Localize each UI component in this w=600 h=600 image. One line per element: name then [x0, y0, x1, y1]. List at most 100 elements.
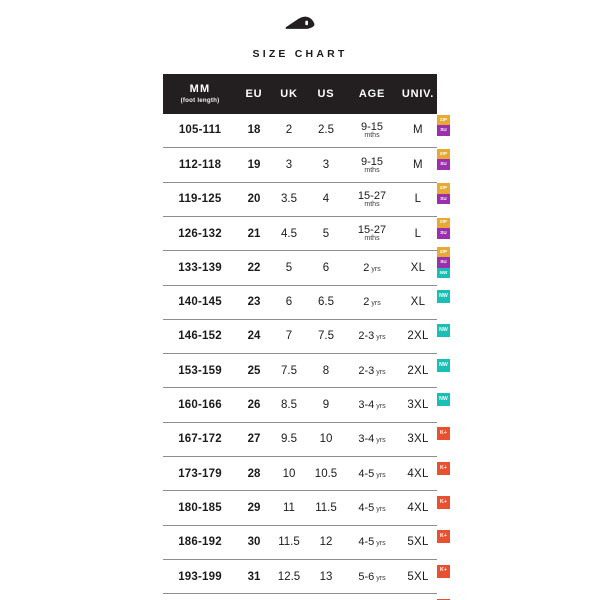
- table-row: 140-145 23 6 6.5 2 yrs XL: [163, 285, 437, 320]
- badge-group: K+: [437, 451, 461, 485]
- badge-kplus: K+: [437, 427, 450, 441]
- cell-eu: 26: [237, 387, 271, 423]
- cell-us: 13: [307, 559, 345, 595]
- cell-eu: 25: [237, 353, 271, 389]
- badge-kplus: K+: [437, 564, 450, 578]
- cell-univ: L: [399, 216, 437, 252]
- cell-us: 8: [307, 353, 345, 389]
- age-unit: yrs: [376, 540, 386, 548]
- cell-mm: 193-199: [163, 559, 237, 595]
- badge-group: NW: [437, 382, 461, 416]
- cell-mm: 180-185: [163, 490, 237, 526]
- badge-kplus: K+: [437, 598, 450, 600]
- age-value: 2: [363, 261, 370, 274]
- cell-age: 2-3 yrs: [345, 319, 399, 355]
- cell-eu: 22: [237, 250, 271, 286]
- cell-mm: 140-145: [163, 285, 237, 320]
- cell-uk: 2: [271, 113, 307, 149]
- cell-univ: 2XL: [399, 353, 437, 389]
- table-row: 105-111 18 2 2.5 9-15 mths M: [163, 113, 437, 149]
- cell-age: 4-5 yrs: [345, 490, 399, 526]
- table-row: 173-179 28 10 10.5 4-5 yrs 4XL: [163, 456, 437, 492]
- age-value: 3-4: [358, 399, 375, 412]
- cell-us: 2.5: [307, 113, 345, 149]
- table-row: 153-159 25 7.5 8 2-3 yrs 2XL: [163, 353, 437, 389]
- badge-zip: ZIP: [437, 148, 450, 160]
- cell-uk: 9.5: [271, 422, 307, 458]
- cell-mm: 112-118: [163, 147, 237, 183]
- table-row: 186-192 30 11.5 12 4-5 yrs 5XL: [163, 525, 437, 560]
- badge-kplus: K+: [437, 461, 450, 475]
- badge-nw: NW: [437, 358, 450, 372]
- badge-kplus: K+: [437, 530, 450, 544]
- cell-us: 9: [307, 387, 345, 423]
- cell-mm: 173-179: [163, 456, 237, 492]
- cell-univ: XL: [399, 285, 437, 320]
- age-value: 9-15: [360, 121, 384, 134]
- column-header-eu: EU: [245, 87, 263, 100]
- table-row: 146-152 24 7 7.5 2-3 yrs 2XL: [163, 319, 437, 355]
- cell-age: 15-27 mths: [345, 216, 399, 252]
- badge-zip: ZIP: [437, 114, 450, 126]
- table-header: MM (foot length) EU UK US AGE UNIV.: [163, 74, 437, 114]
- cell-eu: 19: [237, 147, 271, 183]
- cell-eu: 24: [237, 319, 271, 355]
- badge-zip: ZIP: [437, 246, 450, 258]
- cell-age: 9-15 mths: [345, 147, 399, 183]
- cell-eu: 31: [237, 559, 271, 595]
- age-value: 3-4: [358, 433, 375, 446]
- cell-mm: 133-139: [163, 250, 237, 286]
- cell-mm: 167-172: [163, 422, 237, 458]
- cell-mm: 146-152: [163, 319, 237, 355]
- cell-univ: 5XL: [399, 559, 437, 595]
- badge-su: SU: [437, 193, 450, 205]
- wedge-teardrop-logo-icon: [285, 16, 315, 29]
- cell-uk: 13: [271, 593, 307, 600]
- column-header-mm-label: MM: [189, 83, 211, 95]
- cell-us: 12: [307, 525, 345, 560]
- cell-univ: 6XL: [399, 593, 437, 600]
- cell-eu: 27: [237, 422, 271, 458]
- cell-uk: 5: [271, 250, 307, 286]
- column-header-univ: UNIV.: [401, 87, 435, 100]
- cell-univ: 3XL: [399, 422, 437, 458]
- age-unit: yrs: [376, 437, 386, 445]
- badge-kplus: K+: [437, 495, 450, 509]
- age-unit: yrs: [376, 505, 386, 513]
- age-unit: yrs: [371, 265, 381, 273]
- table-row: 180-185 29 11 11.5 4-5 yrs 4XL: [163, 490, 437, 526]
- age-value: 4-5: [358, 501, 375, 514]
- badge-group: K+: [437, 485, 461, 519]
- cell-mm: 119-125: [163, 182, 237, 217]
- age-unit: yrs: [376, 368, 386, 376]
- cell-uk: 7: [271, 319, 307, 355]
- cell-age: 3-4 yrs: [345, 387, 399, 423]
- table-row: 119-125 20 3.5 4 15-27 mths L: [163, 182, 437, 217]
- badge-su: SU: [437, 159, 450, 170]
- column-header-uk: UK: [280, 87, 298, 100]
- cell-us: 7.5: [307, 319, 345, 355]
- age-unit: mths: [364, 166, 380, 174]
- badge-nw: NW: [437, 290, 450, 304]
- column-header-age: AGE: [358, 87, 386, 100]
- badge-su: SU: [437, 228, 450, 239]
- badge-group: ZIP SU: [437, 142, 461, 176]
- age-value: 5-6: [358, 570, 375, 583]
- cell-age: 5-6 yrs: [345, 559, 399, 595]
- cell-uk: 4.5: [271, 216, 307, 252]
- cell-univ: M: [399, 147, 437, 183]
- cell-uk: 10: [271, 456, 307, 492]
- cell-age: 4-5 yrs: [345, 525, 399, 560]
- cell-us: 6.5: [307, 285, 345, 320]
- cell-uk: 11: [271, 490, 307, 526]
- badge-su: SU: [437, 257, 450, 268]
- badge-zip: ZIP: [437, 183, 450, 194]
- age-unit: mths: [364, 132, 380, 140]
- cell-eu: 28: [237, 456, 271, 492]
- column-header-mm-sublabel: (foot length): [180, 96, 220, 104]
- column-header-us: US: [317, 87, 335, 100]
- cell-age: 9-15 mths: [345, 113, 399, 149]
- cell-age: 4-5 yrs: [345, 456, 399, 492]
- age-value: 15-27: [357, 224, 387, 237]
- cell-us: 6: [307, 250, 345, 286]
